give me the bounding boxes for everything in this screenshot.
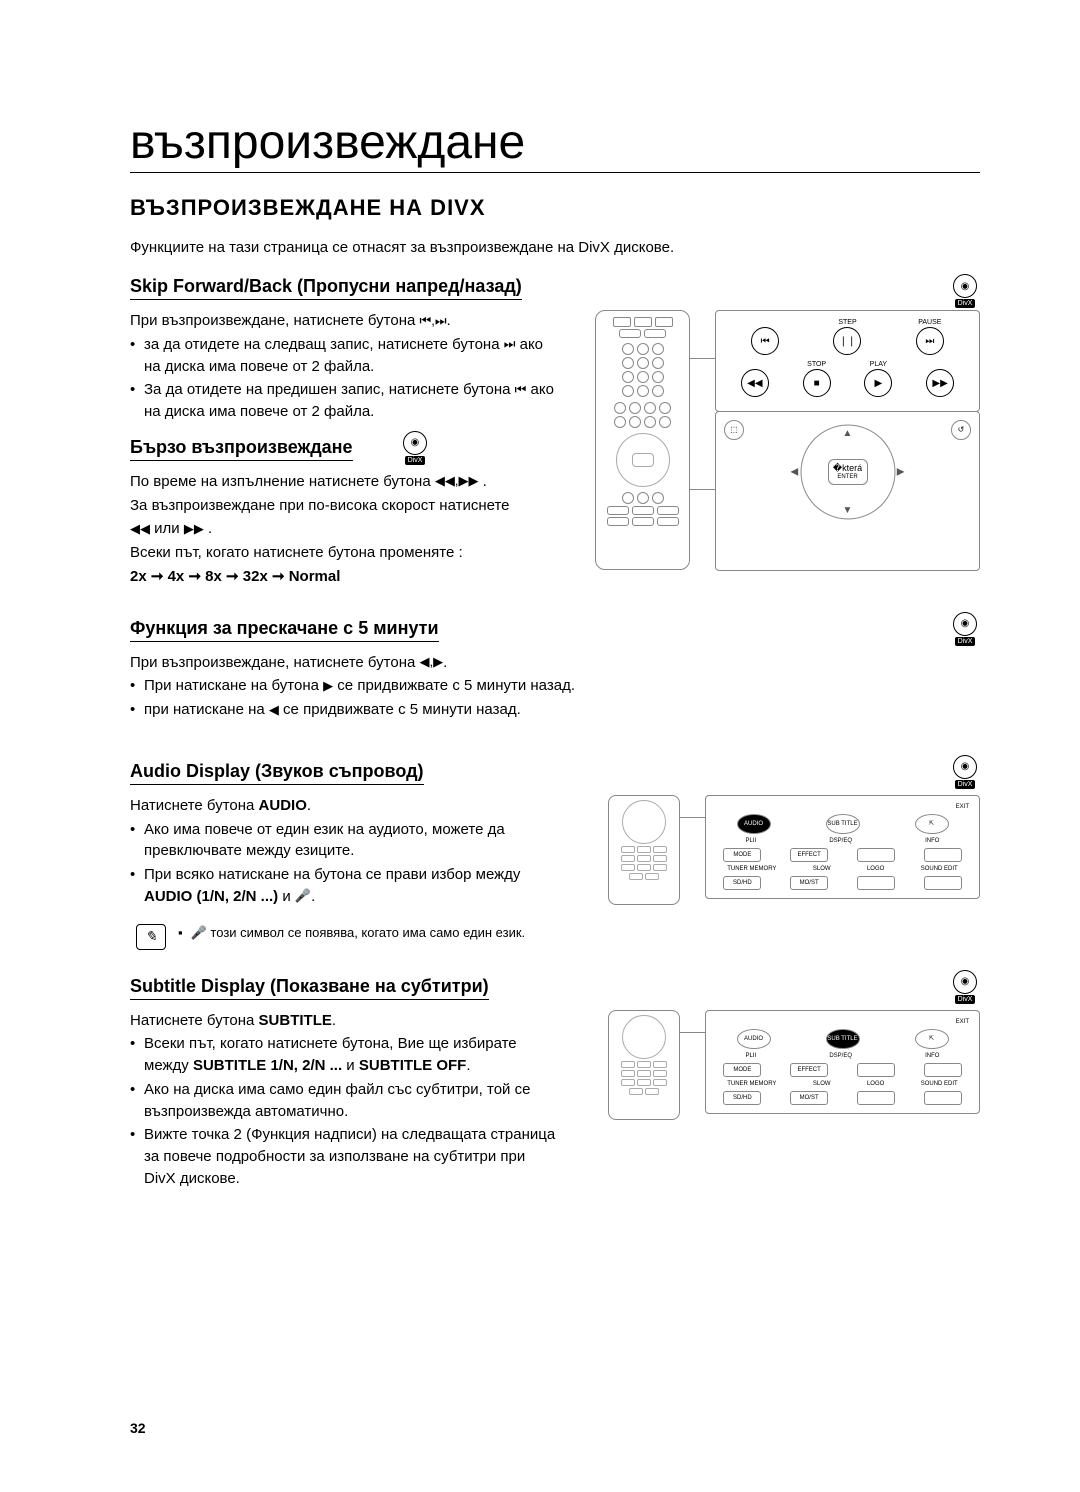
remote-narrow-3	[608, 1010, 680, 1120]
skip-heading: Skip Forward/Back (Пропусни напред/назад…	[130, 276, 522, 300]
subtitle-section: ◉DivX Subtitle Display (Показване на суб…	[130, 976, 980, 1190]
dpad-panel: ⬚ ↺ ▲ ▼ ◀ ▶ �kteráENTER	[715, 411, 980, 571]
subtitle-button-highlight: SUB TITLE	[826, 1029, 860, 1049]
audio-heading: Audio Display (Звуков съпровод)	[130, 761, 424, 785]
jump-body: При възпроизвеждане, натиснете бутона ◀,…	[130, 652, 670, 721]
fast-body: По време на изпълнение натиснете бутона …	[130, 471, 560, 588]
callout	[689, 489, 715, 490]
jump-heading: Функция за прескачане с 5 минути	[130, 618, 439, 642]
audio-buttons-panel: EXIT AUDIO SUB TITLE ⇱ PLIIDSP/EQINFO MO…	[705, 795, 980, 899]
audio-button-highlight: AUDIO	[737, 814, 771, 834]
audio-note: ✎ 🎤 този символ се появява, когато има с…	[136, 924, 980, 950]
fast-heading: Бързо възпроизвеждане	[130, 437, 353, 461]
remote-narrow-2	[608, 795, 680, 905]
divx-badge: ◉DivX	[950, 753, 980, 791]
fast-section: Бързо възпроизвеждане ◉DivX По време на …	[130, 437, 980, 588]
audio-section: ◉DivX Audio Display (Звуков съпровод) На…	[130, 761, 980, 950]
jump-section: ◉DivX Функция за прескачане с 5 минути П…	[130, 618, 980, 721]
divx-badge: ◉DivX	[400, 429, 430, 467]
callout	[679, 1032, 705, 1033]
subtitle-body: Натиснете бутона SUBTITLE. Всеки път, ко…	[130, 1010, 560, 1190]
page-title: възпроизвеждане	[130, 115, 980, 173]
divx-badge: ◉DivX	[950, 968, 980, 1006]
callout	[679, 817, 705, 818]
note-icon: ✎	[136, 924, 166, 950]
section-title: ВЪЗПРОИЗВЕЖДАНЕ НА DIVX	[130, 195, 980, 221]
skip-section: ◉DivX Skip Forward/Back (Пропусни напред…	[130, 276, 980, 423]
divx-badge: ◉DivX	[950, 272, 980, 310]
subtitle-heading: Subtitle Display (Показване на субтитри)	[130, 976, 489, 1000]
skip-body: При възпроизвеждане, натиснете бутона ⏮,…	[130, 310, 560, 423]
subtitle-buttons-panel: EXIT AUDIO SUB TITLE ⇱ PLIIDSP/EQINFO MO…	[705, 1010, 980, 1114]
page-number: 32	[130, 1420, 146, 1436]
transport-panel: ⏮ STEP❘❘ PAUSE⏭ ◀◀ STOP■ PLAY▶ ▶▶	[715, 310, 980, 412]
callout	[689, 358, 715, 359]
intro-text: Функциите на тази страница се отнасят за…	[130, 239, 980, 256]
audio-body: Натиснете бутона AUDIO. Ако има повече о…	[130, 795, 560, 908]
divx-badge: ◉DivX	[950, 610, 980, 648]
